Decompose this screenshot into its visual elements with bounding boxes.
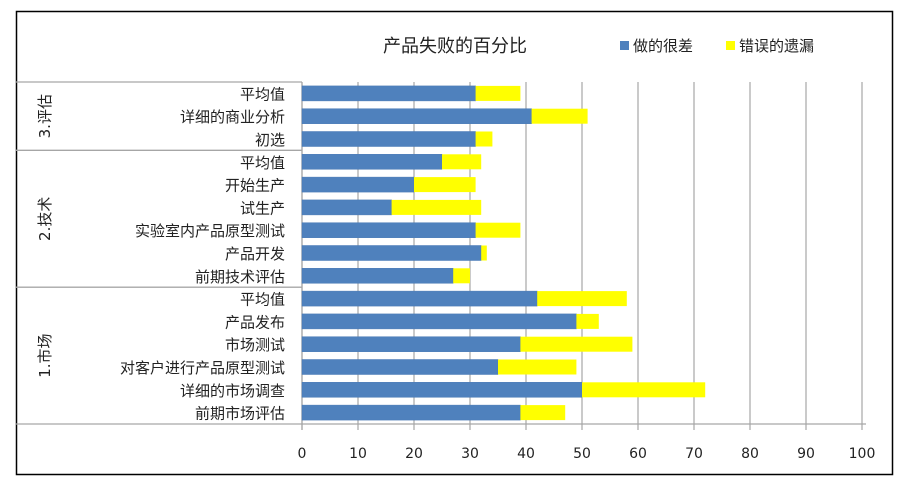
bar-poor (301, 108, 532, 124)
category-label: 产品开发 (225, 245, 285, 263)
group-label: 3.评估 (36, 94, 54, 138)
legend-label-series-1: 做的很差 (633, 37, 693, 55)
category-label: 平均值 (240, 291, 285, 309)
bar-omission (391, 199, 482, 215)
bar-omission (531, 108, 588, 124)
bar-poor (301, 222, 476, 238)
bar-omission (442, 154, 482, 170)
x-tick-label: 50 (573, 446, 591, 462)
x-tick-label: 0 (298, 446, 307, 462)
category-label: 开始生产 (225, 177, 285, 195)
x-tick-label: 100 (849, 446, 876, 462)
legend-label-series-2: 错误的遗漏 (739, 37, 814, 55)
x-tick-label: 60 (629, 446, 647, 462)
group-label: 1.市场 (36, 333, 54, 377)
bar-omission (537, 291, 627, 307)
bar-omission (453, 268, 470, 284)
bar-poor (301, 268, 454, 284)
bar-poor (301, 336, 521, 352)
bar-poor (301, 199, 392, 216)
bar-omission (475, 131, 493, 147)
legend-swatch-series-1 (620, 41, 629, 50)
bar-poor (301, 382, 583, 398)
category-label: 实验室内产品原型测试 (135, 222, 285, 240)
legend: 做的很差 错误的遗漏 (620, 37, 814, 55)
bar-poor (301, 359, 499, 375)
group-label: 2.技术 (36, 197, 54, 241)
category-label: 前期市场评估 (195, 405, 285, 423)
bar-omission (576, 313, 599, 329)
bar-poor (301, 154, 443, 170)
category-label: 平均值 (240, 85, 285, 103)
category-label: 产品发布 (225, 313, 285, 331)
bar-poor (301, 290, 538, 307)
bar-poor (301, 404, 521, 421)
bar-omission (475, 222, 521, 238)
x-tick-label: 30 (461, 446, 479, 462)
legend-swatch-series-2 (726, 41, 735, 50)
bar-omission (481, 245, 487, 261)
category-label: 详细的市场调查 (180, 382, 285, 400)
bar-poor (301, 131, 476, 147)
bar-omission (520, 336, 633, 352)
category-label: 平均值 (240, 154, 285, 172)
x-tick-label: 40 (517, 446, 535, 462)
x-tick-label: 80 (741, 446, 759, 462)
x-tick-label: 20 (405, 446, 423, 462)
category-label: 市场测试 (225, 336, 285, 354)
bar-omission (475, 85, 521, 101)
chart-title: 产品失败的百分比 (383, 36, 527, 57)
bar-omission (582, 382, 706, 398)
bar-poor (301, 245, 482, 261)
bar-omission (520, 405, 566, 421)
bar-poor (301, 176, 415, 193)
x-tick-label: 10 (349, 446, 367, 462)
bar-omission (498, 359, 577, 375)
x-tick-label: 70 (685, 446, 703, 462)
category-label: 初选 (255, 131, 285, 149)
category-label: 试生产 (240, 199, 285, 217)
bar-poor (301, 85, 476, 102)
x-tick-label: 90 (797, 446, 815, 462)
category-label: 前期技术评估 (195, 268, 285, 286)
bar-omission (414, 177, 476, 193)
category-label: 对客户进行产品原型测试 (120, 359, 285, 377)
category-label: 详细的商业分析 (180, 108, 285, 126)
bar-poor (301, 313, 577, 330)
